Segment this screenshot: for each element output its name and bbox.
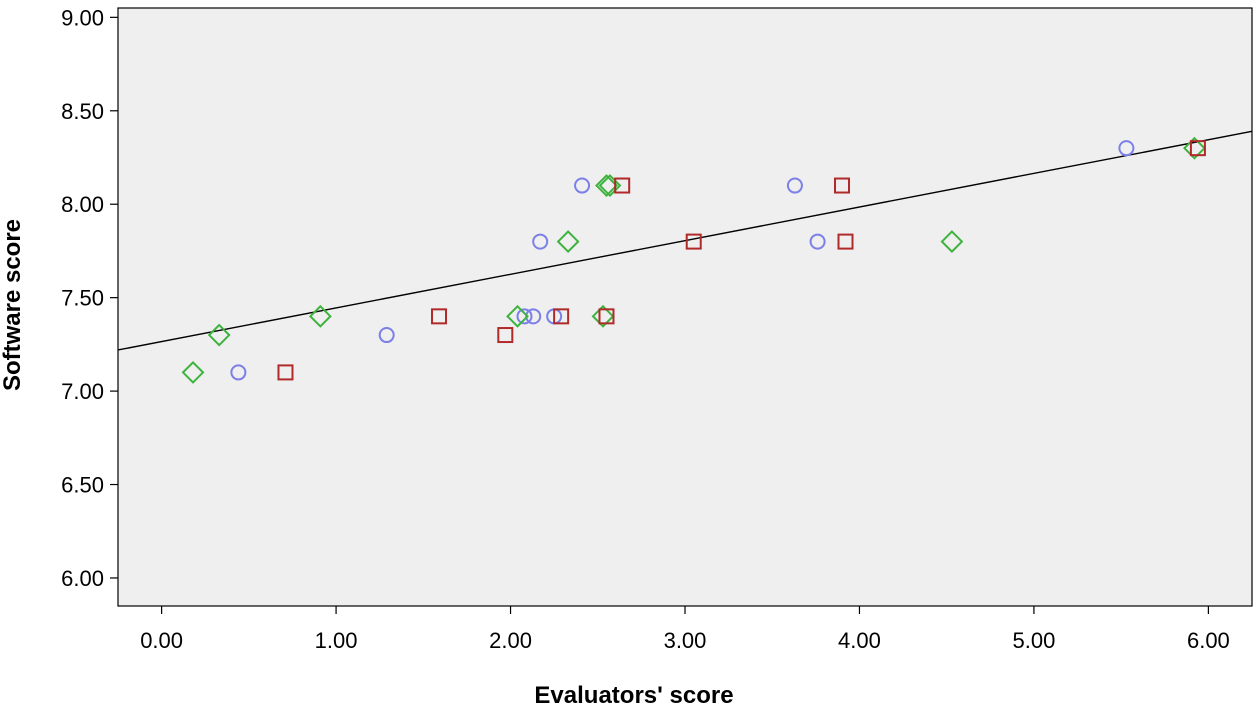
fit-line [117,130,1253,351]
y-tick-label: 7.50 [61,286,104,311]
y-tick-label: 8.50 [61,99,104,124]
x-tick-label: 2.00 [489,628,532,653]
y-tick-label: 6.00 [61,566,104,591]
y-axis: 6.00 6.50 7.00 7.50 8.00 8.50 9.00 [61,5,118,591]
square-point [277,364,294,381]
points-layer [181,136,1206,384]
x-tick-label: 1.00 [315,628,358,653]
y-tick-label: 8.00 [61,192,104,217]
fit-line-layer [117,130,1253,351]
x-tick-label: 3.00 [664,628,707,653]
diamond-point [940,230,964,254]
diamond-point [1183,136,1206,160]
square-point [837,233,854,250]
square-point [598,308,615,325]
x-tick-label: 6.00 [1187,628,1230,653]
square-point [1189,140,1206,157]
circle-point [809,233,826,250]
plot-area [117,7,1253,607]
diamond-point [308,304,332,328]
x-axis: 0.00 1.00 2.00 3.00 4.00 5.00 6.00 [140,606,1230,653]
y-tick-label: 7.00 [61,379,104,404]
x-tick-label: 0.00 [140,628,183,653]
diamond-point [207,323,231,347]
square-point [834,177,851,194]
x-tick-label: 4.00 [838,628,881,653]
square-point [614,177,631,194]
circle-point [230,364,247,381]
square-point [685,233,702,250]
diamond-point [506,304,529,328]
circle-point [532,233,549,250]
y-tick-label: 9.00 [61,5,104,30]
diamond-point [598,174,622,197]
y-tick-label: 6.50 [61,473,104,498]
circle-point [1118,140,1135,157]
circle-point [574,177,591,194]
y-axis-title: Software score [0,219,26,391]
circle-point [516,308,533,325]
diamond-point [556,230,580,254]
circle-point [786,177,803,194]
x-tick-label: 5.00 [1013,628,1056,653]
diamond-point [591,304,615,328]
square-point [431,308,448,325]
x-axis-title: Evaluators' score [534,682,733,709]
diamond-point [595,174,618,197]
diamond-point [181,360,205,384]
square-point [497,327,514,344]
square-point [553,308,570,325]
circle-point [378,327,395,344]
